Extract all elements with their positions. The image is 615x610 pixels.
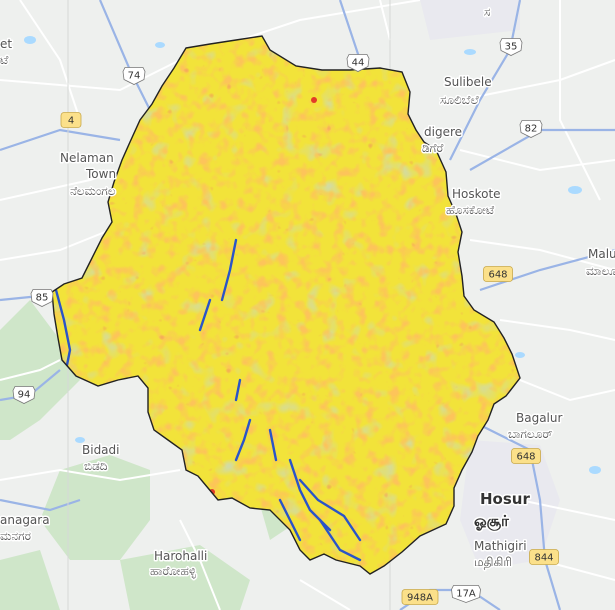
shield-label: 74 <box>128 71 141 82</box>
road-shield-nh17a: 17A <box>451 585 481 603</box>
shield-shape <box>346 54 370 72</box>
low-value-streak <box>198 298 212 332</box>
low-value-streak <box>268 428 278 462</box>
low-value-streak <box>278 498 302 542</box>
minor-road <box>0 359 61 381</box>
road-shield-nh44: 44 <box>346 54 370 72</box>
shield-shape <box>122 67 146 85</box>
place-label-ramanagara-kn: ಮನಗರ <box>0 529 31 543</box>
place-label-hoskote: Hoskote <box>452 187 501 201</box>
shield-shape <box>511 448 541 464</box>
shield-shape <box>12 386 36 404</box>
minor-road <box>379 0 391 41</box>
place-label-hosur: Hosur <box>480 490 530 508</box>
district-boundary[interactable] <box>51 35 521 575</box>
place-label-topright: ಸ <box>484 5 490 19</box>
minor-road <box>519 499 615 521</box>
shield-shape <box>499 38 523 56</box>
place-label-ramanagara: anagara <box>0 513 50 527</box>
road-shield-nh948a: 948A <box>401 589 439 605</box>
low-value-streak <box>220 238 238 302</box>
minor-road <box>179 519 221 610</box>
low-value-streak <box>298 478 362 542</box>
minor-road <box>299 579 351 610</box>
shield-label: 94 <box>18 390 31 401</box>
shield-label: 844 <box>534 553 553 564</box>
place-label-vadigere: digere <box>424 125 462 139</box>
place-label-topleft-kn: ಟೆ <box>0 53 9 67</box>
place-label-vadigere-kn: ಡಿಗೆರೆ <box>422 141 444 155</box>
shield-label: 85 <box>36 293 49 304</box>
road-shield-nh648a: 648 <box>483 266 513 282</box>
shield-label: 648 <box>488 270 507 281</box>
road-shield-sh4: 4 <box>60 112 82 128</box>
minor-road <box>559 0 601 201</box>
highway <box>0 498 81 512</box>
shield-shape <box>451 585 481 603</box>
low-value-streak <box>234 418 252 462</box>
shield-shape <box>60 112 82 128</box>
place-label-hoskote-kn: ಹೊಸಕೋಟೆ <box>446 203 495 217</box>
shield-shape <box>483 266 513 282</box>
place-label-nelamangala-kn: ನೆಲಮಂಗಲ <box>70 184 116 198</box>
minor-road <box>459 149 615 172</box>
low-value-streak <box>54 288 72 372</box>
shield-label: 17A <box>456 589 476 600</box>
shield-shape <box>30 289 54 307</box>
place-label-nelamangala: Nelaman <box>60 151 114 165</box>
place-label-sulibele: Sulibele <box>444 75 492 89</box>
low-value-streak <box>234 378 242 402</box>
minor-road <box>469 239 615 271</box>
place-label-town: Town <box>85 167 116 181</box>
place-label-bagalur: Bagalur <box>516 411 562 425</box>
place-labels: Sulibele ಸೂಲಿಬೆಲೆ Nelaman Town ನೆಲಮಂಗಲ digere… <box>0 4 615 581</box>
place-label-harohalli-kn: ಹಾರೋಹಳ್ಳಿ <box>150 564 196 579</box>
minor-road <box>0 229 111 261</box>
road-shield-nh35: 35 <box>499 38 523 56</box>
road-shield-nh844: 844 <box>529 549 559 565</box>
minor-road <box>499 319 615 341</box>
shield-shape <box>519 120 543 138</box>
shield-label: 44 <box>352 58 365 69</box>
minor-road <box>19 0 81 121</box>
place-label-mathigiri: Mathigiri <box>474 539 527 553</box>
place-label-mathigiri-kn: மதிகிரி <box>474 555 512 569</box>
road-shield-nh648b: 648 <box>511 448 541 464</box>
place-label-bidadi: Bidadi <box>82 443 120 457</box>
shield-label: 82 <box>525 124 538 135</box>
shield-shape <box>401 589 439 605</box>
place-label-bidadi-kn: ಬಿಡದಿ <box>84 459 108 473</box>
low-value-streak <box>318 518 362 562</box>
road-shield-nh74: 74 <box>122 67 146 85</box>
road-shield-nh94: 94 <box>12 386 36 404</box>
place-label-topleft: et <box>0 37 12 51</box>
road-shields: 44 35 74 4 82 648 85 94 648 844 948A 17A <box>12 38 559 605</box>
low-value-streaks <box>54 97 362 562</box>
shield-label: 948A <box>407 593 433 604</box>
highway <box>479 248 615 292</box>
shield-label: 4 <box>68 116 74 127</box>
road-shield-nh82: 82 <box>519 120 543 138</box>
place-label-harohalli: Harohalli <box>154 549 207 563</box>
hot-spot <box>311 97 317 103</box>
highway <box>449 0 522 161</box>
shield-label: 648 <box>516 452 535 463</box>
road-shield-nh85: 85 <box>30 289 54 307</box>
place-label-sulibele-kn: ಸೂಲಿಬೆಲೆ <box>440 93 479 107</box>
highway <box>469 419 562 610</box>
place-label-malur-kn: ಮಾಲೂ <box>586 264 615 278</box>
place-label-hosur-kn: ஓசூர் <box>474 512 510 531</box>
place-label-bagalur-kn: ಬಾಗಲೂರ್ <box>508 427 553 441</box>
highway <box>0 128 121 152</box>
shield-shape <box>529 549 559 565</box>
minor-road <box>519 379 615 402</box>
shield-label: 35 <box>505 42 518 53</box>
place-label-malur: Malu <box>588 247 615 261</box>
minor-road <box>0 468 181 482</box>
